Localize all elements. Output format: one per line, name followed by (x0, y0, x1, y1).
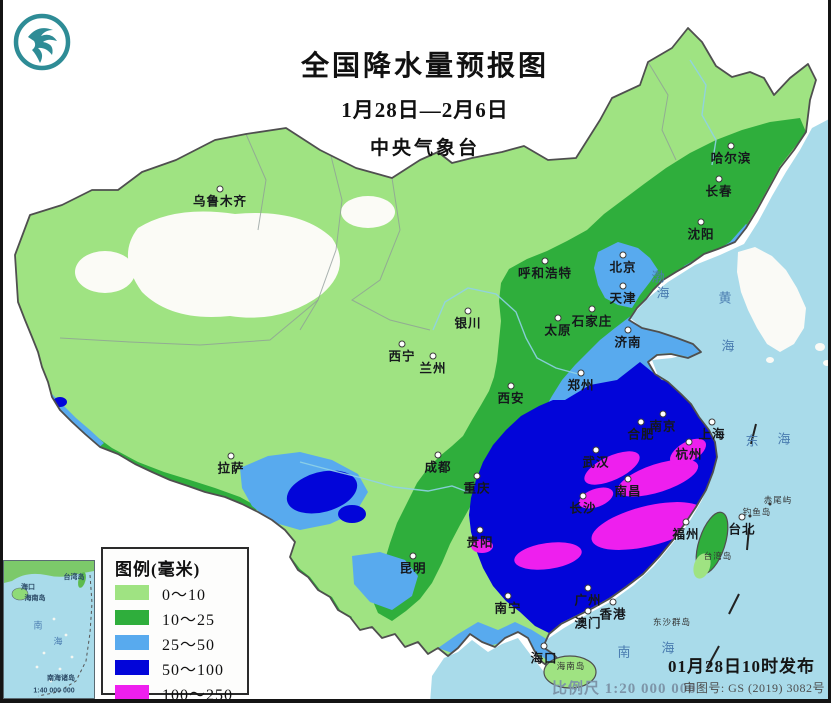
chiwei-island-dot (768, 502, 772, 506)
map-date-range: 1月28日—2月6日 (341, 98, 509, 122)
legend-rows: 0～10 10～25 25～50 50～100 100～250 (115, 580, 247, 705)
hainan-island (543, 655, 597, 689)
region-no-precip-west (75, 251, 135, 293)
inset-label-海南岛: 海南岛 (24, 595, 46, 602)
region-rain-100-250 (578, 487, 614, 509)
legend-label: 10～25 (162, 611, 216, 629)
left-edge-strip (0, 0, 3, 703)
legend-swatch (115, 685, 149, 700)
map-scale-label: 比例尺 1:20 000 000 (552, 681, 697, 697)
legend-swatch (115, 610, 149, 625)
region-rain-50-100-tibet-small (338, 505, 366, 523)
map-agency: 中央气象台 (369, 138, 481, 159)
region-rain-25-50-west-sliver (50, 392, 104, 450)
south-china-sea-inset: 台湾岛海口海南岛南海诸岛 1:40 000 000 南海 (3, 560, 95, 699)
legend-label: 50～100 (162, 661, 225, 679)
region-rain-10-25-main-band (372, 118, 806, 621)
publish-time-label: 01月28日10时发布 (668, 657, 815, 676)
province-boundary (245, 133, 267, 231)
legend-item: 0～10 (115, 580, 247, 605)
title-block: 全国降水量预报图 1月28日—2月6日 中央气象台 (301, 44, 549, 160)
legend-swatch (115, 660, 149, 675)
taiwan-island-south (693, 553, 711, 579)
dash-mark (728, 593, 740, 615)
korea-landmass (737, 247, 806, 352)
region-rain-100-250 (514, 542, 582, 570)
inset-map-svg (4, 561, 94, 697)
inset-taiwan (78, 572, 86, 588)
legend-item: 50～100 (115, 655, 247, 680)
inset-label-南海诸岛: 南海诸岛 (47, 675, 75, 682)
province-boundary (351, 177, 431, 331)
songhua-river (689, 59, 717, 166)
inset-islands (35, 617, 74, 683)
region-rain-100-250 (471, 539, 493, 553)
province-boundary (59, 299, 319, 346)
region-rain-50-100-tibet (286, 470, 358, 514)
inset-hainan (11, 587, 29, 601)
legend-label: 25～50 (162, 636, 216, 654)
yangtze-river (299, 461, 469, 493)
nine-dash-line (706, 423, 757, 669)
region-rain-100-250 (617, 459, 699, 497)
sea-region (430, 118, 831, 703)
china-border (14, 27, 817, 671)
dash-mark (706, 645, 720, 669)
inset-label-1:40 000 000: 1:40 000 000 (33, 687, 75, 695)
inset-mainland-coast (4, 561, 94, 583)
region-rain-100-250 (591, 502, 705, 550)
inset-sea-char: 海 (53, 636, 63, 647)
inset-sea-char: 南 (33, 620, 43, 631)
region-rain-25-50-beijing (594, 242, 658, 308)
bottom-edge-strip (0, 699, 831, 703)
region-rain-100-250 (669, 438, 707, 466)
inset-dash-boundary (37, 574, 93, 697)
dash-mark (746, 527, 750, 551)
cma-logo (13, 13, 71, 71)
diaoyu-island-dot (748, 514, 752, 518)
legend-item: 25～50 (115, 630, 247, 655)
island-dot (766, 357, 774, 363)
region-rain-25-50-yunnan-south (352, 552, 418, 610)
region-rain-100-250 (584, 451, 640, 485)
legend-label: 0～10 (162, 586, 207, 604)
inset-label-台湾岛: 台湾岛 (63, 574, 85, 581)
province-boundary (299, 151, 343, 331)
legend-box: 图例(毫米) 0～10 10～25 25～50 50～100 100～250 (101, 547, 249, 704)
legend-swatch (115, 635, 149, 650)
island-dot (815, 343, 825, 351)
region-no-precip-xinjiang (127, 211, 341, 318)
legend-title: 图例(毫米) (115, 560, 201, 579)
approval-number-label: 审图号: GS (2019) 3082号 (683, 681, 825, 695)
right-edge-strip (828, 0, 831, 703)
province-boundary (647, 61, 677, 161)
yellow-river (432, 287, 579, 375)
region-rain-10-25-tibet (52, 400, 258, 518)
legend-item: 10～25 (115, 605, 247, 630)
inset-label-海口: 海口 (21, 584, 35, 591)
region-no-precip-north (341, 196, 395, 228)
map-title: 全国降水量预报图 (300, 50, 550, 81)
dash-mark (750, 423, 757, 445)
legend-swatch (115, 585, 149, 600)
